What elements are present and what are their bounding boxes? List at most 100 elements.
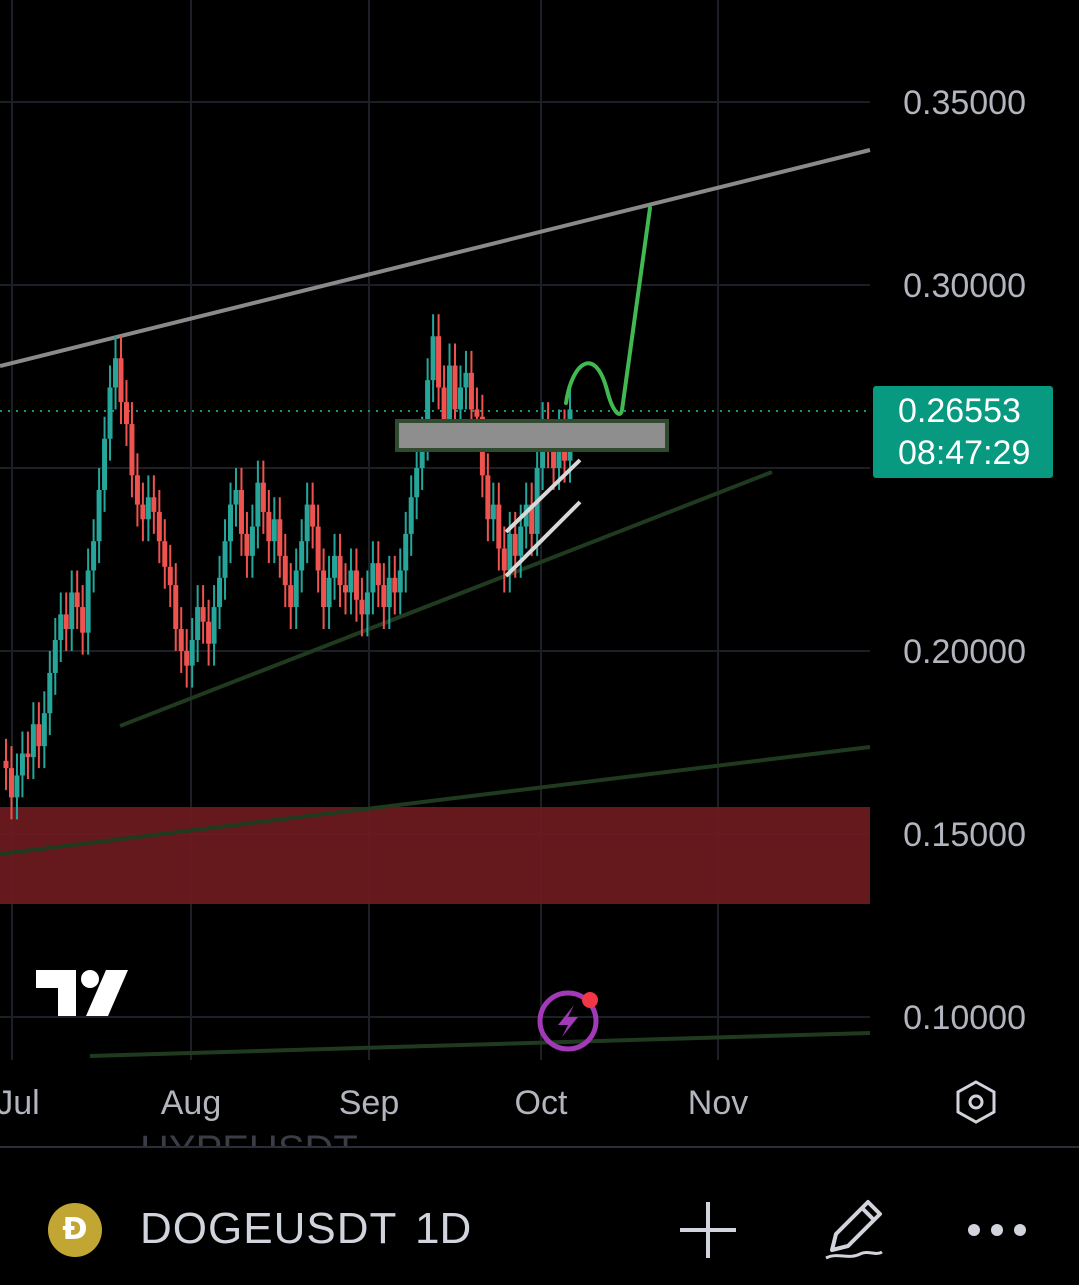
candle [217, 555, 223, 630]
more-dots-icon[interactable] [962, 1212, 1032, 1248]
symbol-button[interactable]: DOGEUSDT [140, 1204, 398, 1253]
doge-coin-icon[interactable] [48, 1203, 102, 1257]
projected-path [564, 206, 652, 416]
candle [414, 446, 420, 520]
tradingview-logo [36, 970, 128, 1016]
candle [342, 563, 348, 615]
candle [485, 453, 491, 542]
candle [452, 343, 458, 432]
red-demand-zone [0, 807, 870, 904]
candle [529, 482, 535, 556]
candle [332, 533, 338, 600]
candle [8, 746, 14, 820]
lightning-icon[interactable] [537, 990, 599, 1052]
candle [123, 380, 129, 447]
candle [408, 475, 414, 556]
candle [266, 489, 272, 564]
candle [353, 548, 359, 622]
candle [113, 336, 119, 410]
candle [370, 541, 376, 615]
candle [206, 599, 212, 666]
candle [463, 350, 469, 410]
candle [156, 489, 162, 564]
candle [200, 585, 206, 644]
candle [403, 511, 409, 593]
support-line-lower [0, 745, 871, 856]
x-tick-label: Jul [0, 1084, 40, 1122]
candle [304, 482, 310, 564]
interval-button[interactable]: 1D [415, 1204, 472, 1253]
candle [151, 475, 157, 534]
candle [80, 585, 86, 655]
candle [386, 555, 392, 630]
candle [129, 402, 135, 498]
candle [436, 314, 442, 410]
candle [255, 460, 261, 549]
candle [63, 592, 69, 651]
candle [496, 482, 502, 571]
candle [501, 526, 507, 593]
candle [36, 702, 42, 769]
candle [315, 504, 321, 593]
candle [244, 511, 250, 578]
candle [228, 482, 234, 564]
price-axis[interactable]: 0.35000 0.30000 0.20000 0.15000 0.10000 [903, 84, 1026, 1037]
candle-countdown: 08:47:29 [898, 434, 1031, 472]
candle [507, 511, 513, 593]
candle [397, 548, 403, 615]
candle [282, 533, 288, 608]
candle [69, 570, 75, 651]
candle [85, 548, 91, 655]
candle [91, 519, 97, 593]
candles [3, 314, 573, 820]
hexagon-settings-icon[interactable] [956, 1080, 996, 1124]
candle [310, 482, 316, 549]
candle [25, 731, 31, 780]
pencil-icon[interactable] [818, 1194, 888, 1264]
candle [145, 475, 151, 542]
y-tick-label: 0.30000 [903, 267, 1026, 305]
support-line-rising [119, 470, 773, 728]
resistance-zone-box [395, 419, 669, 452]
resistance-line [0, 148, 871, 368]
candle [381, 563, 387, 630]
candle [140, 482, 146, 542]
x-tick-label: Aug [161, 1084, 222, 1122]
x-tick-label: Sep [339, 1084, 400, 1122]
candle [375, 541, 381, 608]
candle [321, 548, 327, 630]
bottom-toolbar [0, 1146, 1079, 1285]
candle [288, 563, 294, 630]
candle [277, 497, 283, 578]
plus-icon[interactable] [676, 1198, 740, 1262]
time-axis[interactable]: Jul Aug Sep Oct Nov [0, 1084, 748, 1122]
x-tick-label: Nov [688, 1084, 748, 1122]
candle [189, 618, 195, 688]
candle [47, 651, 53, 736]
candle [523, 482, 529, 549]
candle [337, 533, 343, 608]
candle [195, 585, 201, 662]
candle [134, 453, 140, 527]
candle [167, 544, 173, 608]
candle [184, 629, 190, 688]
y-tick-label: 0.15000 [903, 816, 1026, 854]
candle [359, 577, 365, 637]
candle [293, 548, 299, 630]
candle [260, 460, 266, 534]
candle [19, 731, 25, 798]
price-chart[interactable]: 0.35000 0.30000 0.20000 0.15000 0.10000 Jul A… [0, 0, 1079, 1146]
candle [173, 563, 179, 651]
y-tick-label: 0.20000 [903, 633, 1026, 671]
candle [58, 592, 64, 662]
candle [222, 519, 228, 600]
candle [271, 497, 277, 564]
candle [74, 570, 80, 630]
candle [392, 555, 398, 615]
candle [52, 618, 58, 695]
candle [430, 314, 436, 403]
candle [348, 548, 354, 615]
current-price-tag: 0.26553 08:47:29 [873, 386, 1053, 478]
current-price-value: 0.26553 [898, 392, 1021, 430]
y-tick-label: 0.35000 [903, 84, 1026, 122]
